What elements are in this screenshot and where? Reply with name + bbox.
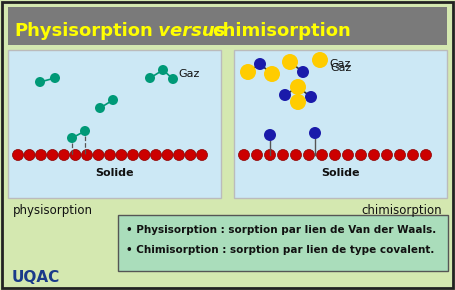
Circle shape [278,150,288,160]
Circle shape [162,150,173,160]
Circle shape [35,150,46,160]
Circle shape [279,89,291,101]
Circle shape [252,150,263,160]
Text: Gaz: Gaz [330,63,351,73]
Circle shape [317,150,328,160]
Circle shape [151,150,162,160]
FancyBboxPatch shape [8,7,447,45]
Text: chimisorption: chimisorption [212,22,351,40]
Circle shape [381,150,393,160]
Circle shape [420,150,431,160]
Circle shape [343,150,354,160]
Circle shape [127,150,138,160]
FancyBboxPatch shape [8,50,221,198]
FancyBboxPatch shape [2,2,453,288]
Circle shape [70,150,81,160]
Circle shape [158,65,168,75]
Text: Solide: Solide [95,168,134,178]
Circle shape [197,150,207,160]
Circle shape [329,150,340,160]
Circle shape [81,150,92,160]
Circle shape [67,133,77,143]
Circle shape [35,77,45,87]
Circle shape [240,64,256,80]
Circle shape [24,150,35,160]
Circle shape [282,54,298,70]
Circle shape [303,150,314,160]
Text: chimisorption: chimisorption [361,204,442,217]
Circle shape [264,66,280,82]
Circle shape [254,58,266,70]
Circle shape [50,73,60,83]
Circle shape [145,73,155,83]
Circle shape [394,150,405,160]
Circle shape [238,150,249,160]
Circle shape [168,74,178,84]
FancyBboxPatch shape [118,215,448,271]
Circle shape [116,150,127,160]
Circle shape [309,127,321,139]
Circle shape [312,52,328,68]
Text: versus: versus [152,22,232,40]
Circle shape [95,103,105,113]
Text: • Chimisorption : sorption par lien de type covalent.: • Chimisorption : sorption par lien de t… [126,245,435,255]
Text: physisorption: physisorption [13,204,93,217]
Circle shape [185,150,196,160]
Text: • Physisorption : sorption par lien de Van der Waals.: • Physisorption : sorption par lien de V… [126,225,436,235]
Circle shape [80,126,90,136]
Circle shape [355,150,366,160]
Text: Physisorption: Physisorption [14,22,153,40]
Circle shape [12,150,24,160]
Circle shape [290,79,306,95]
Text: Solide: Solide [321,168,360,178]
Circle shape [290,94,306,110]
Circle shape [264,129,276,141]
Circle shape [408,150,419,160]
FancyBboxPatch shape [234,50,447,198]
Circle shape [47,150,58,160]
Circle shape [290,150,302,160]
Text: Gaz: Gaz [329,59,350,69]
Circle shape [108,95,118,105]
Circle shape [93,150,104,160]
Text: UQAC: UQAC [12,271,60,285]
Circle shape [59,150,70,160]
Circle shape [139,150,150,160]
Circle shape [305,91,317,103]
Circle shape [297,66,309,78]
Circle shape [105,150,116,160]
Circle shape [369,150,379,160]
Text: Gaz: Gaz [178,69,199,79]
Circle shape [264,150,275,160]
Circle shape [173,150,184,160]
